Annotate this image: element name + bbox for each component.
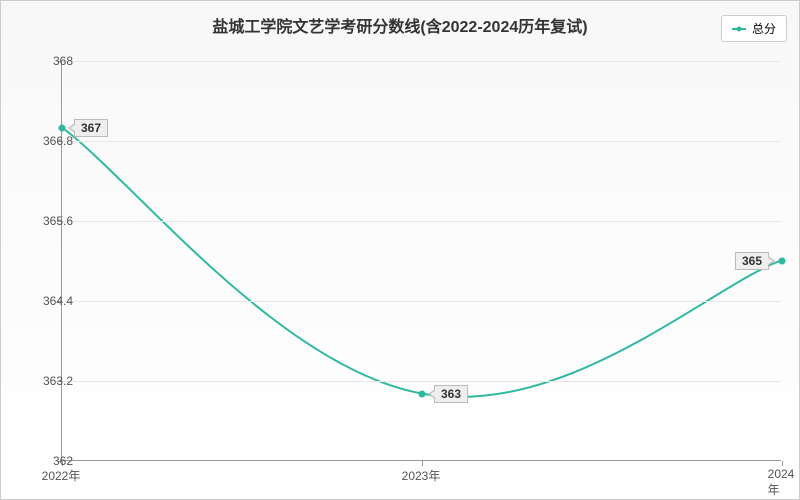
y-tick-label: 368 <box>53 54 73 68</box>
grid-line <box>62 301 781 302</box>
x-tick-mark <box>782 461 783 466</box>
y-tick-label: 362 <box>53 454 73 468</box>
y-tick-label: 365.6 <box>43 214 73 228</box>
data-point <box>59 124 66 131</box>
y-tick-label: 364.4 <box>43 294 73 308</box>
grid-line <box>62 221 781 222</box>
x-tick-label: 2024年 <box>768 467 795 498</box>
legend: 总分 <box>721 15 787 42</box>
grid-line <box>62 141 781 142</box>
y-tick-label: 363.2 <box>43 374 73 388</box>
plot-area: 367 363 365 <box>61 61 781 461</box>
data-label: 363 <box>434 385 468 403</box>
grid-line <box>62 61 781 62</box>
chart-container: 盐城工学院文艺学考研分数线(含2022-2024历年复试) 总分 3673633… <box>0 0 800 500</box>
x-tick-mark <box>422 461 423 466</box>
series-line <box>62 61 781 460</box>
x-tick-label: 2023年 <box>402 467 441 484</box>
data-point <box>419 391 426 398</box>
legend-swatch <box>732 28 746 30</box>
y-tick-label: 366.8 <box>43 134 73 148</box>
x-tick-label: 2022年 <box>42 467 81 484</box>
grid-line <box>62 381 781 382</box>
data-label: 365 <box>735 252 769 270</box>
chart-title: 盐城工学院文艺学考研分数线(含2022-2024历年复试) <box>1 13 799 37</box>
legend-label: 总分 <box>752 20 776 37</box>
data-label: 367 <box>74 119 108 137</box>
data-point <box>779 258 786 265</box>
